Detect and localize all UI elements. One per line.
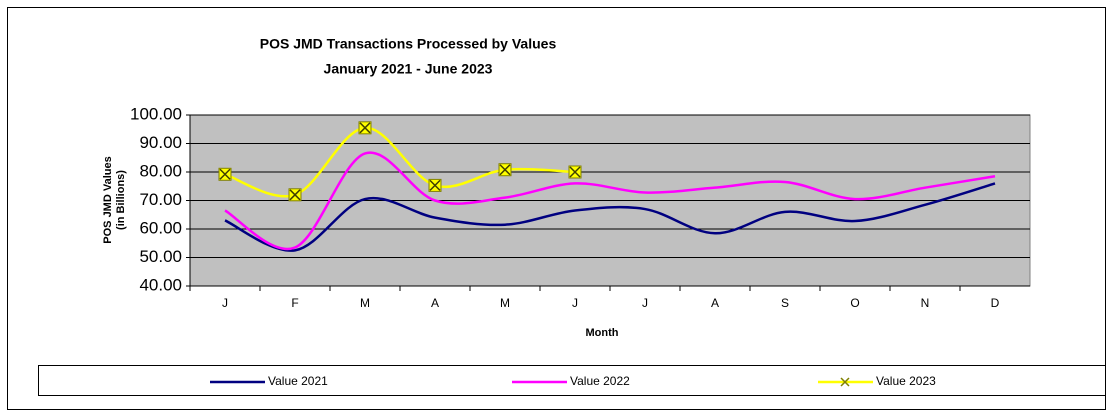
y-tick-label: 60.00 bbox=[139, 218, 182, 237]
y-axis-title: (in Billions) bbox=[115, 170, 127, 230]
legend-marker bbox=[840, 377, 850, 387]
legend-label: Value 2022 bbox=[570, 374, 630, 388]
x-tick-label: M bbox=[360, 296, 370, 310]
marker-cross bbox=[359, 122, 371, 134]
x-tick-label: O bbox=[850, 296, 859, 310]
marker bbox=[428, 178, 442, 192]
y-tick-label: 40.00 bbox=[139, 275, 182, 294]
marker-cross bbox=[289, 189, 301, 201]
x-tick-label: S bbox=[781, 296, 789, 310]
chart-subtitle: January 2021 - June 2023 bbox=[324, 61, 493, 77]
legend-label: Value 2021 bbox=[268, 374, 328, 388]
marker-cross bbox=[569, 166, 581, 178]
x-tick-label: F bbox=[291, 296, 298, 310]
y-tick-label: 70.00 bbox=[139, 190, 182, 209]
x-tick-label: A bbox=[711, 296, 719, 310]
x-tick-label: D bbox=[991, 296, 1000, 310]
chart-title: POS JMD Transactions Processed by Values bbox=[260, 36, 557, 52]
marker bbox=[568, 165, 582, 179]
marker bbox=[498, 163, 512, 177]
x-tick-label: J bbox=[222, 296, 228, 310]
y-tick-label: 90.00 bbox=[139, 133, 182, 152]
marker bbox=[288, 188, 302, 202]
y-tick-label: 80.00 bbox=[139, 161, 182, 180]
marker-cross bbox=[499, 164, 511, 176]
marker bbox=[358, 121, 372, 135]
x-tick-label: J bbox=[572, 296, 578, 310]
series-line bbox=[224, 182, 996, 252]
x-tick-label: M bbox=[500, 296, 510, 310]
marker-cross bbox=[429, 179, 441, 191]
marker-cross bbox=[219, 168, 231, 180]
y-axis-title: POS JMD Values bbox=[102, 156, 114, 243]
y-tick-label: 100.00 bbox=[130, 104, 182, 123]
y-tick-label: 50.00 bbox=[139, 247, 182, 266]
legend-box bbox=[38, 365, 1106, 396]
x-tick-label: A bbox=[431, 296, 439, 310]
series-line bbox=[224, 151, 996, 251]
x-tick-label: N bbox=[921, 296, 930, 310]
x-tick-label: J bbox=[642, 296, 648, 310]
marker bbox=[218, 167, 232, 181]
x-axis-title: Month bbox=[586, 327, 619, 339]
legend-label: Value 2023 bbox=[876, 374, 936, 388]
